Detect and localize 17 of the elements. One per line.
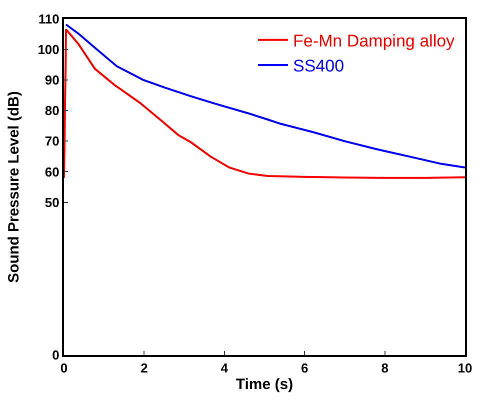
x-tick-label: 6 — [300, 360, 308, 376]
y-axis-title: Sound Pressure Level (dB) — [5, 91, 22, 283]
y-tick-label: 110 — [38, 12, 60, 27]
x-tick-label: 8 — [381, 360, 388, 376]
y-tick-label: 0 — [52, 348, 60, 363]
x-tick-label: 4 — [220, 360, 229, 376]
y-tick-label: 80 — [44, 103, 60, 118]
y-tick-label: 90 — [44, 72, 60, 88]
y-tick-label: 70 — [44, 134, 60, 149]
legend-label: Fe-Mn Damping alloy — [292, 32, 456, 51]
x-axis-title: Time (s) — [236, 376, 294, 394]
y-tick-label: 60 — [44, 164, 60, 180]
y-tick-label: 100 — [38, 42, 60, 58]
x-tick-label: 10 — [458, 360, 472, 376]
x-tick-label: 2 — [140, 360, 148, 376]
legend-label: SS400 — [292, 56, 344, 76]
y-tick-label: 50 — [44, 194, 60, 210]
